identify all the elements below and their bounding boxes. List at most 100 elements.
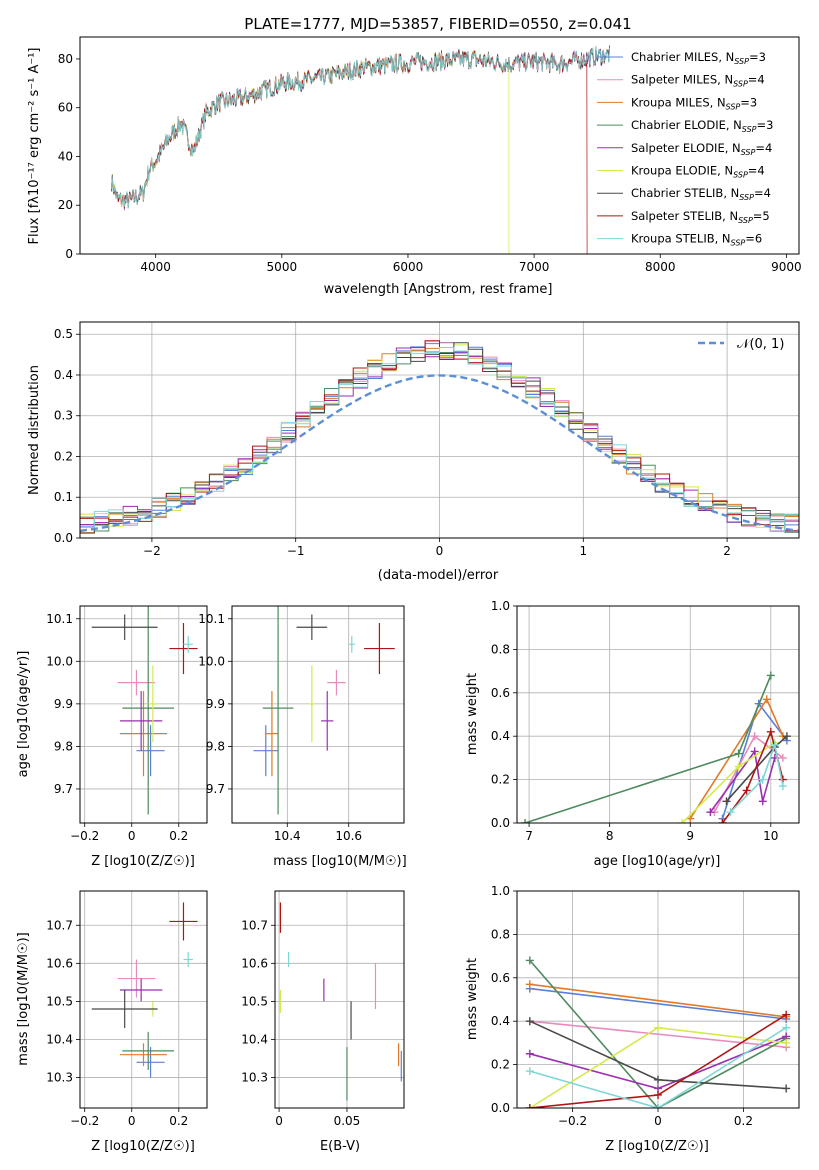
histogram-series xyxy=(80,346,799,533)
weight-marker xyxy=(706,808,715,817)
y-tick-label: 10.6 xyxy=(241,956,268,970)
weight-marker xyxy=(525,980,534,989)
axes-frame xyxy=(231,605,405,824)
spectrum-panel: 4000 5000 6000 7000 8000 9000 0 20 40 60 80 Chabrie… xyxy=(58,36,802,274)
spectrum-series-line xyxy=(111,50,510,254)
age-vs-z-panel: −0.2 0 0.2 9.7 9.8 9.9 10.0 10.1 xyxy=(46,605,208,843)
y-tick-label: 0.4 xyxy=(54,368,73,382)
weight-marker xyxy=(521,819,530,823)
y-tick-label: 0.5 xyxy=(54,327,73,341)
weight-marker xyxy=(678,819,687,823)
x-tick-label: 2 xyxy=(723,544,731,558)
axes-frame xyxy=(79,890,208,1109)
y-tick-label: 10.7 xyxy=(241,918,268,932)
massweight-vs-age-xlabel: age [log10(age/yr)] xyxy=(594,854,721,869)
x-tick-label: 0 xyxy=(654,1114,662,1128)
mass-vs-z-ylabel: mass [log10(M/M☉)] xyxy=(16,932,31,1065)
weight-marker xyxy=(525,1049,534,1058)
weight-marker xyxy=(525,1067,534,1076)
weight-marker xyxy=(654,1104,662,1108)
y-tick-label: 9.8 xyxy=(206,739,225,753)
x-tick-label: 8000 xyxy=(645,260,676,274)
x-tick-label: 0.2 xyxy=(169,1114,188,1128)
y-tick-label: 0.8 xyxy=(491,642,510,656)
weight-marker xyxy=(718,819,727,823)
weight-marker xyxy=(770,740,779,749)
weight-marker xyxy=(758,797,767,806)
axes-frame xyxy=(79,36,800,255)
weight-marker xyxy=(734,749,743,758)
legend-entry: Chabrier ELODIE, NSSP=3 xyxy=(631,118,773,134)
spectrum-lines xyxy=(111,45,610,254)
y-tick-label: 0.2 xyxy=(491,1058,510,1072)
weight-marker xyxy=(782,1084,791,1093)
age-vs-mass-panel: 10.4 10.6 9.7 9.8 9.9 10.0 10.1 xyxy=(198,605,405,843)
y-tick-label: 10.3 xyxy=(241,1071,268,1085)
weight-marker xyxy=(654,1023,662,1032)
y-tick-label: 10.0 xyxy=(198,654,225,668)
gaussian-curve xyxy=(80,374,799,533)
spectrum-title: PLATE=1777, MJD=53857, FIBERID=0550, z=0… xyxy=(244,15,631,33)
y-tick-label: 0.6 xyxy=(491,971,510,985)
x-tick-label: 0 xyxy=(128,829,136,843)
y-tick-label: 0.8 xyxy=(491,927,510,941)
x-tick-label: −0.2 xyxy=(558,1114,587,1128)
weight-marker xyxy=(758,775,767,784)
spectrum-series-line xyxy=(111,50,588,254)
weight-marker xyxy=(525,1017,534,1026)
weight-marker xyxy=(734,762,743,771)
y-tick-label: 9.9 xyxy=(206,697,225,711)
massweight-vs-z-ylabel: mass weight xyxy=(465,958,480,1040)
y-tick-label: 9.7 xyxy=(206,782,225,796)
x-tick-label: 7000 xyxy=(519,260,550,274)
y-tick-label: 0.1 xyxy=(54,490,73,504)
y-tick-label: 9.8 xyxy=(54,739,73,753)
y-tick-label: 10.3 xyxy=(46,1071,73,1085)
y-tick-label: 20 xyxy=(58,198,73,212)
axes-frame xyxy=(274,890,405,1109)
weight-marker xyxy=(782,1023,791,1032)
weight-marker xyxy=(782,1038,791,1047)
weight-marker xyxy=(750,732,759,741)
legend-entry: Chabrier MILES, NSSP=3 xyxy=(631,50,766,66)
x-tick-label: −0.2 xyxy=(70,1114,99,1128)
x-tick-label: 9000 xyxy=(771,260,802,274)
residuals-ylabel: Normed distribution xyxy=(27,365,42,495)
weight-marker xyxy=(742,786,751,795)
mass-vs-ebv-xlabel: E(B-V) xyxy=(320,1139,360,1154)
weight-marker xyxy=(766,727,775,736)
weight-marker xyxy=(726,808,735,817)
residuals-panel: −2 −1 0 1 2 0.0 0.1 0.2 0.3 0.4 0.5 𝒩(0, 1) xyxy=(54,321,800,558)
weight-series-line xyxy=(529,959,787,1108)
weight-series-line xyxy=(729,741,784,813)
y-tick-label: 10.1 xyxy=(198,612,225,626)
x-tick-label: 1 xyxy=(579,544,587,558)
x-tick-label: 0 xyxy=(275,1114,283,1128)
y-tick-label: 0.4 xyxy=(491,729,510,743)
spectrum-series-line xyxy=(111,47,610,209)
massweight-vs-age-ylabel: mass weight xyxy=(465,673,480,755)
errorbar-group xyxy=(91,606,198,815)
mass-vs-ebv-panel: 0 0.05 10.3 10.4 10.5 10.6 10.7 xyxy=(241,890,405,1128)
x-tick-label: 8 xyxy=(606,829,614,843)
weight-marker xyxy=(722,797,731,806)
weight-lines xyxy=(521,671,791,823)
legend-entry: Salpeter MILES, NSSP=4 xyxy=(631,73,765,89)
axes-frame xyxy=(79,605,208,824)
y-tick-label: 40 xyxy=(58,149,73,163)
y-tick-label: 9.7 xyxy=(54,782,73,796)
x-tick-label: 10 xyxy=(763,829,778,843)
x-tick-label: 4000 xyxy=(140,260,171,274)
y-tick-label: 0.4 xyxy=(491,1014,510,1028)
y-tick-label: 80 xyxy=(58,52,73,66)
axes-frame xyxy=(79,321,800,539)
y-tick-label: 1.0 xyxy=(491,599,510,613)
axes-frame xyxy=(516,605,800,824)
weight-marker xyxy=(654,1075,662,1084)
errorbar-group xyxy=(253,606,395,815)
weight-marker xyxy=(654,1090,662,1099)
y-tick-label: 0 xyxy=(65,247,73,261)
weight-marker xyxy=(750,747,759,756)
age-vs-z-xlabel: Z [log10(Z/Z☉)] xyxy=(91,854,195,869)
histogram-lines xyxy=(80,340,799,534)
